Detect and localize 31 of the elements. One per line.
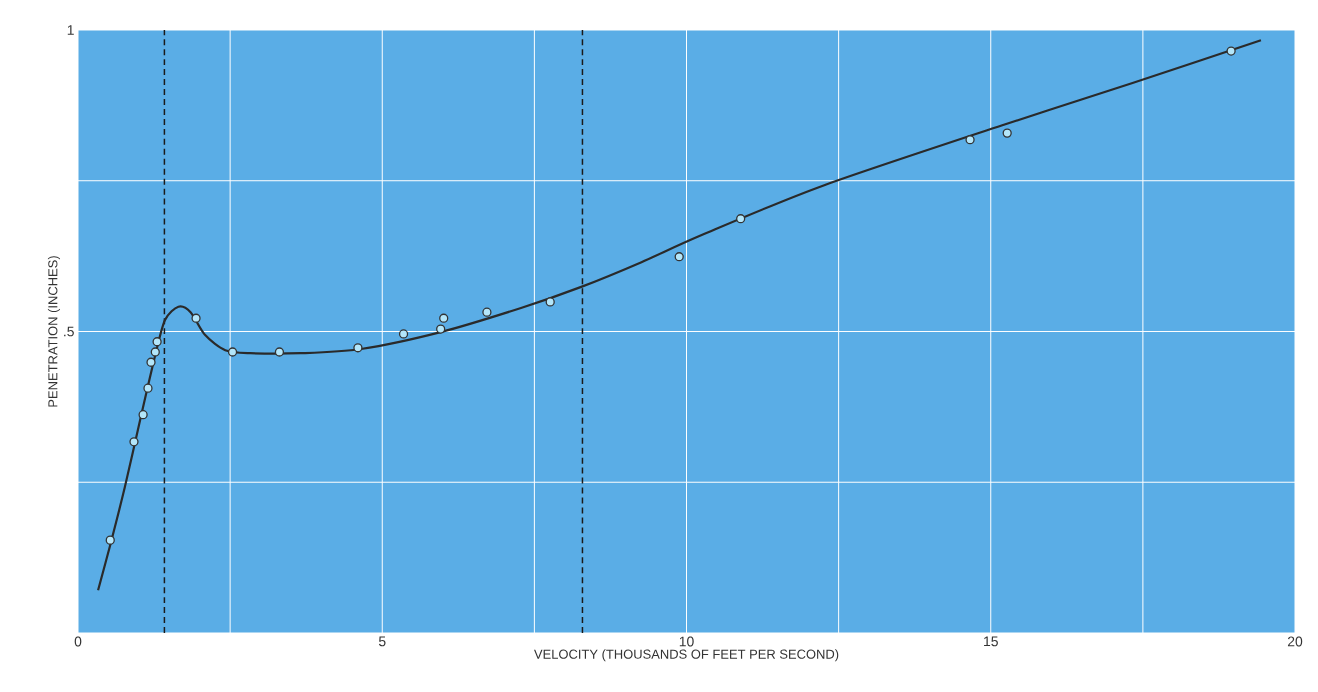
- x-tick-label: 10: [679, 636, 694, 647]
- point: [150, 347, 160, 357]
- point: [545, 297, 555, 307]
- point: [482, 307, 492, 317]
- point: [674, 252, 684, 262]
- line-series: [96, 39, 1263, 592]
- point: [398, 329, 409, 339]
- point: [129, 437, 139, 447]
- point: [146, 357, 156, 367]
- point: [138, 410, 148, 420]
- x-tick-label: 20: [1287, 636, 1303, 647]
- x-tick-label: 15: [984, 636, 998, 647]
- point: [439, 313, 449, 323]
- y-tick-label: 1: [67, 25, 74, 35]
- point: [143, 383, 153, 393]
- point: [965, 135, 975, 145]
- point: [274, 347, 285, 357]
- point: [736, 214, 746, 224]
- point: [191, 313, 201, 323]
- point: [353, 343, 363, 353]
- y-axis-title: PENETRATION (INCHES): [47, 256, 60, 407]
- x-tick-label: 0: [74, 636, 82, 647]
- point: [227, 347, 238, 357]
- point: [1002, 128, 1012, 138]
- x-tick-label: 5: [378, 636, 386, 647]
- point: [152, 337, 162, 347]
- point: [105, 535, 115, 545]
- point: [1226, 46, 1236, 56]
- point: [436, 324, 446, 334]
- y-tick-label: .5: [64, 326, 74, 337]
- x-axis-title: VELOCITY (THOUSANDS OF FEET PER SECOND): [534, 649, 839, 662]
